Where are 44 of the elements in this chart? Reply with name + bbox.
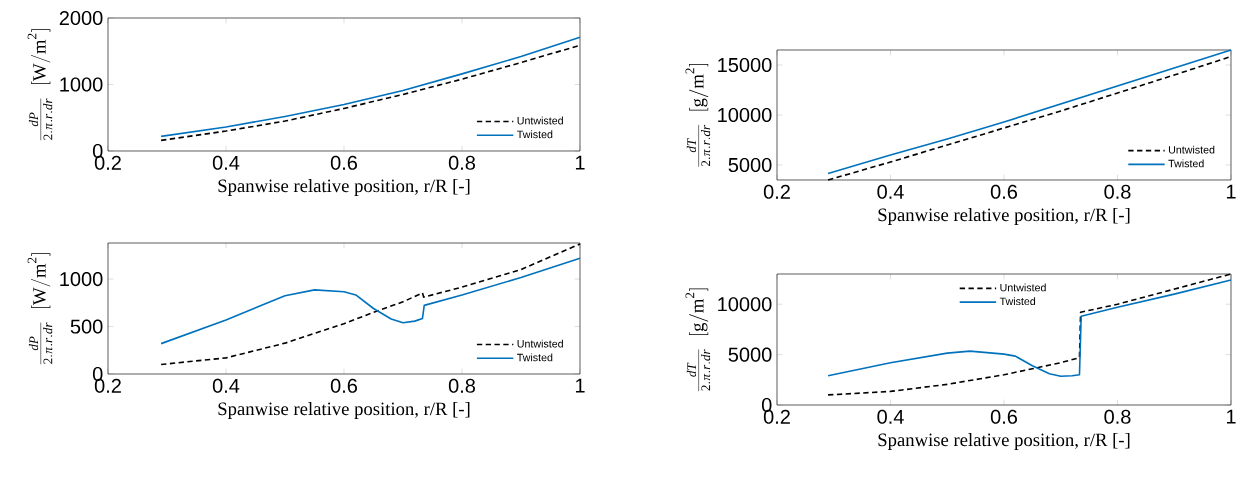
x-axis-title: Spanwise relative position, r/R [-] bbox=[878, 208, 1130, 225]
legend-label: Untwisted bbox=[517, 339, 563, 348]
x-tick-label: 0.4 bbox=[877, 409, 904, 424]
legend-label: Twisted bbox=[1168, 159, 1204, 168]
x-tick-label: 0.4 bbox=[877, 184, 904, 199]
x-tick-label: 0.4 bbox=[212, 378, 240, 393]
x-tick-label: 1 bbox=[575, 378, 585, 393]
x-tick-label: 0.8 bbox=[1104, 184, 1131, 199]
line-series bbox=[160, 243, 581, 366]
line-series bbox=[827, 279, 1232, 378]
y-tick-label: 1000 bbox=[60, 271, 103, 287]
x-tick-label: 0.6 bbox=[990, 409, 1018, 424]
x-tick-label: 0.6 bbox=[330, 155, 358, 170]
legend-label: Twisted bbox=[517, 130, 553, 139]
x-tick-label: 0.8 bbox=[1104, 409, 1131, 424]
x-tick-label: 1 bbox=[1226, 409, 1236, 424]
legend-label: Untwisted bbox=[1168, 145, 1215, 154]
y-axis-title: $\frac{dP}{2.\pi.r.dr}\;\;[\mathrm{W/m}^{2}]$ bbox=[27, 29, 53, 141]
legend-label: Twisted bbox=[999, 297, 1036, 306]
x-tick-label: 0.8 bbox=[448, 378, 476, 393]
x-tick-label: 0.6 bbox=[330, 378, 358, 393]
y-tick-label: 5000 bbox=[728, 157, 772, 173]
y-tick-label: 500 bbox=[70, 319, 103, 334]
y-tick-label: 5000 bbox=[728, 347, 772, 362]
y-axis-title: $\frac{dP}{2.\pi.r.dr}\;\;[\mathrm{W/m}^{2}]$ bbox=[27, 253, 53, 365]
legend-label: Twisted bbox=[517, 353, 553, 362]
y-axis-title: $\frac{dT}{2.\pi.r.dr}\;\;[\mathrm{g/m}^{2}]$ bbox=[685, 288, 711, 392]
x-tick-label: 0.8 bbox=[448, 155, 476, 170]
x-tick-label: 1 bbox=[1226, 184, 1236, 199]
y-tick-label: 1000 bbox=[60, 77, 103, 92]
legend-label: Untwisted bbox=[1000, 283, 1046, 292]
legend-label: Untwisted bbox=[517, 116, 563, 125]
y-tick-label: 10000 bbox=[718, 297, 772, 312]
x-axis-title: Spanwise relative position, r/R [-] bbox=[218, 402, 470, 419]
x-tick-label: 1 bbox=[575, 155, 585, 170]
x-axis-title: Spanwise relative position, r/R [-] bbox=[218, 179, 470, 196]
y-tick-label: 15000 bbox=[718, 57, 772, 73]
y-axis-title: $\frac{dT}{2.\pi.r.dr}\;\;[\mathrm{g/m}^{2}]$ bbox=[685, 63, 711, 167]
x-tick-label: 0.4 bbox=[212, 155, 240, 170]
x-tick-label: 0.2 bbox=[763, 184, 790, 199]
y-tick-label: 10000 bbox=[718, 107, 772, 123]
y-tick-label: 2000 bbox=[59, 10, 103, 26]
x-axis-title: Spanwise relative position, r/R [-] bbox=[878, 433, 1130, 450]
x-tick-label: 0.6 bbox=[990, 184, 1018, 199]
